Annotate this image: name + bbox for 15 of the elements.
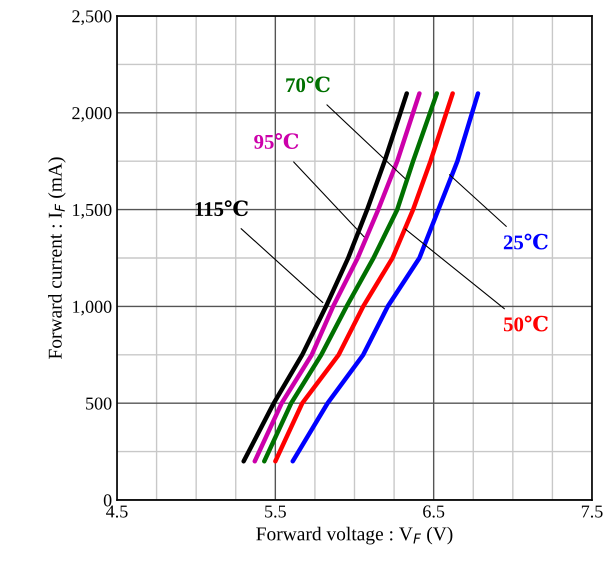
x-tick-label: 5.5 bbox=[265, 506, 286, 518]
y-tick-label: 1,500 bbox=[73, 204, 112, 219]
annotation: 25℃ bbox=[504, 234, 548, 250]
x-tick-label: 7.5 bbox=[582, 506, 603, 518]
x-axis-title: Forward voltage : V$_{F}$ (V) bbox=[256, 526, 452, 544]
y-tick-label: 0 bbox=[104, 494, 112, 506]
x-tick-label: 6.5 bbox=[423, 505, 444, 518]
annotation: 70℃ bbox=[286, 76, 330, 92]
x-tick-label: 4.5 bbox=[106, 506, 128, 518]
y-axis-title: Forward current : I$_{F}$ (mA) bbox=[48, 157, 66, 359]
y-tick-label: 2,000 bbox=[72, 107, 112, 122]
y-tick-label: 500 bbox=[86, 397, 112, 410]
y-tick-label: 2,500 bbox=[72, 10, 112, 26]
annotation: 50℃ bbox=[504, 316, 548, 332]
y-tick-label: 1,000 bbox=[73, 300, 112, 316]
